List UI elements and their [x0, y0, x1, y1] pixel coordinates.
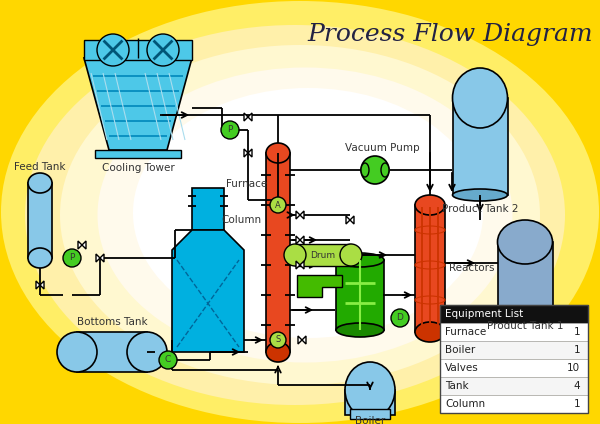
- Text: 1: 1: [574, 399, 580, 409]
- Polygon shape: [298, 336, 306, 344]
- FancyBboxPatch shape: [497, 242, 553, 312]
- FancyBboxPatch shape: [415, 205, 445, 332]
- Ellipse shape: [60, 45, 540, 385]
- Polygon shape: [78, 241, 86, 249]
- Ellipse shape: [133, 88, 483, 338]
- Ellipse shape: [336, 253, 384, 267]
- Ellipse shape: [97, 67, 512, 363]
- Circle shape: [159, 351, 177, 369]
- FancyBboxPatch shape: [77, 332, 147, 372]
- Text: Furnace: Furnace: [226, 179, 267, 189]
- Circle shape: [391, 309, 409, 327]
- Polygon shape: [297, 275, 342, 297]
- Text: Drum: Drum: [310, 251, 335, 259]
- Ellipse shape: [266, 342, 290, 362]
- Ellipse shape: [127, 332, 167, 372]
- Polygon shape: [172, 230, 244, 352]
- Ellipse shape: [381, 163, 389, 177]
- Text: Equipment List: Equipment List: [445, 309, 523, 319]
- Circle shape: [270, 197, 286, 213]
- Polygon shape: [296, 211, 304, 219]
- Text: Process Flow Diagram: Process Flow Diagram: [307, 23, 593, 47]
- Ellipse shape: [284, 244, 306, 266]
- Text: Boiler: Boiler: [445, 345, 475, 355]
- FancyBboxPatch shape: [336, 260, 384, 330]
- Circle shape: [147, 34, 179, 66]
- FancyBboxPatch shape: [440, 305, 588, 323]
- FancyBboxPatch shape: [452, 98, 508, 195]
- Circle shape: [361, 156, 389, 184]
- Polygon shape: [296, 236, 304, 244]
- Text: Bottoms Tank: Bottoms Tank: [77, 317, 148, 327]
- Ellipse shape: [497, 306, 553, 318]
- FancyBboxPatch shape: [28, 183, 52, 258]
- Text: Cooling Tower: Cooling Tower: [101, 163, 175, 173]
- Text: Valves: Valves: [445, 363, 479, 373]
- Text: Product Tank 2: Product Tank 2: [442, 204, 518, 214]
- Ellipse shape: [28, 173, 52, 193]
- Ellipse shape: [57, 332, 97, 372]
- Circle shape: [63, 249, 81, 267]
- Ellipse shape: [452, 68, 508, 128]
- FancyBboxPatch shape: [192, 188, 224, 230]
- Text: Vacuum Pump: Vacuum Pump: [345, 143, 419, 153]
- FancyBboxPatch shape: [440, 359, 588, 377]
- Polygon shape: [296, 261, 304, 269]
- FancyBboxPatch shape: [440, 377, 588, 395]
- Text: P: P: [227, 126, 233, 134]
- Text: C: C: [165, 355, 171, 365]
- Ellipse shape: [266, 143, 290, 163]
- Ellipse shape: [25, 25, 565, 405]
- Text: Boiler: Boiler: [355, 416, 385, 424]
- FancyBboxPatch shape: [266, 153, 290, 352]
- Text: A: A: [275, 201, 281, 209]
- FancyBboxPatch shape: [345, 390, 395, 415]
- FancyBboxPatch shape: [440, 323, 588, 341]
- Ellipse shape: [452, 189, 508, 201]
- Text: S: S: [275, 335, 281, 344]
- Text: Feed Tank: Feed Tank: [14, 162, 66, 172]
- Polygon shape: [96, 254, 104, 262]
- Text: 1: 1: [574, 327, 580, 337]
- Polygon shape: [84, 58, 192, 150]
- Ellipse shape: [497, 220, 553, 264]
- Circle shape: [221, 121, 239, 139]
- Polygon shape: [244, 113, 252, 121]
- Ellipse shape: [336, 323, 384, 337]
- Ellipse shape: [361, 163, 369, 177]
- Text: D: D: [397, 313, 403, 323]
- Polygon shape: [244, 149, 252, 157]
- Text: Tank: Tank: [445, 381, 469, 391]
- Ellipse shape: [345, 362, 395, 418]
- Polygon shape: [36, 281, 44, 289]
- FancyBboxPatch shape: [295, 244, 351, 266]
- Text: 4: 4: [574, 381, 580, 391]
- Ellipse shape: [340, 244, 362, 266]
- Text: 1: 1: [574, 345, 580, 355]
- Circle shape: [270, 332, 286, 348]
- FancyBboxPatch shape: [95, 150, 181, 158]
- Ellipse shape: [415, 322, 445, 342]
- Text: Reactors: Reactors: [449, 263, 494, 273]
- FancyBboxPatch shape: [440, 395, 588, 413]
- Text: P: P: [70, 254, 74, 262]
- Ellipse shape: [28, 248, 52, 268]
- Polygon shape: [346, 216, 354, 224]
- FancyBboxPatch shape: [84, 40, 192, 60]
- Text: 10: 10: [567, 363, 580, 373]
- FancyBboxPatch shape: [350, 409, 390, 419]
- Circle shape: [97, 34, 129, 66]
- FancyBboxPatch shape: [440, 341, 588, 359]
- Text: Column: Column: [221, 215, 261, 225]
- Text: Column: Column: [445, 399, 485, 409]
- Text: Product Tank 1: Product Tank 1: [487, 321, 563, 331]
- Ellipse shape: [415, 195, 445, 215]
- Text: Furnace: Furnace: [445, 327, 486, 337]
